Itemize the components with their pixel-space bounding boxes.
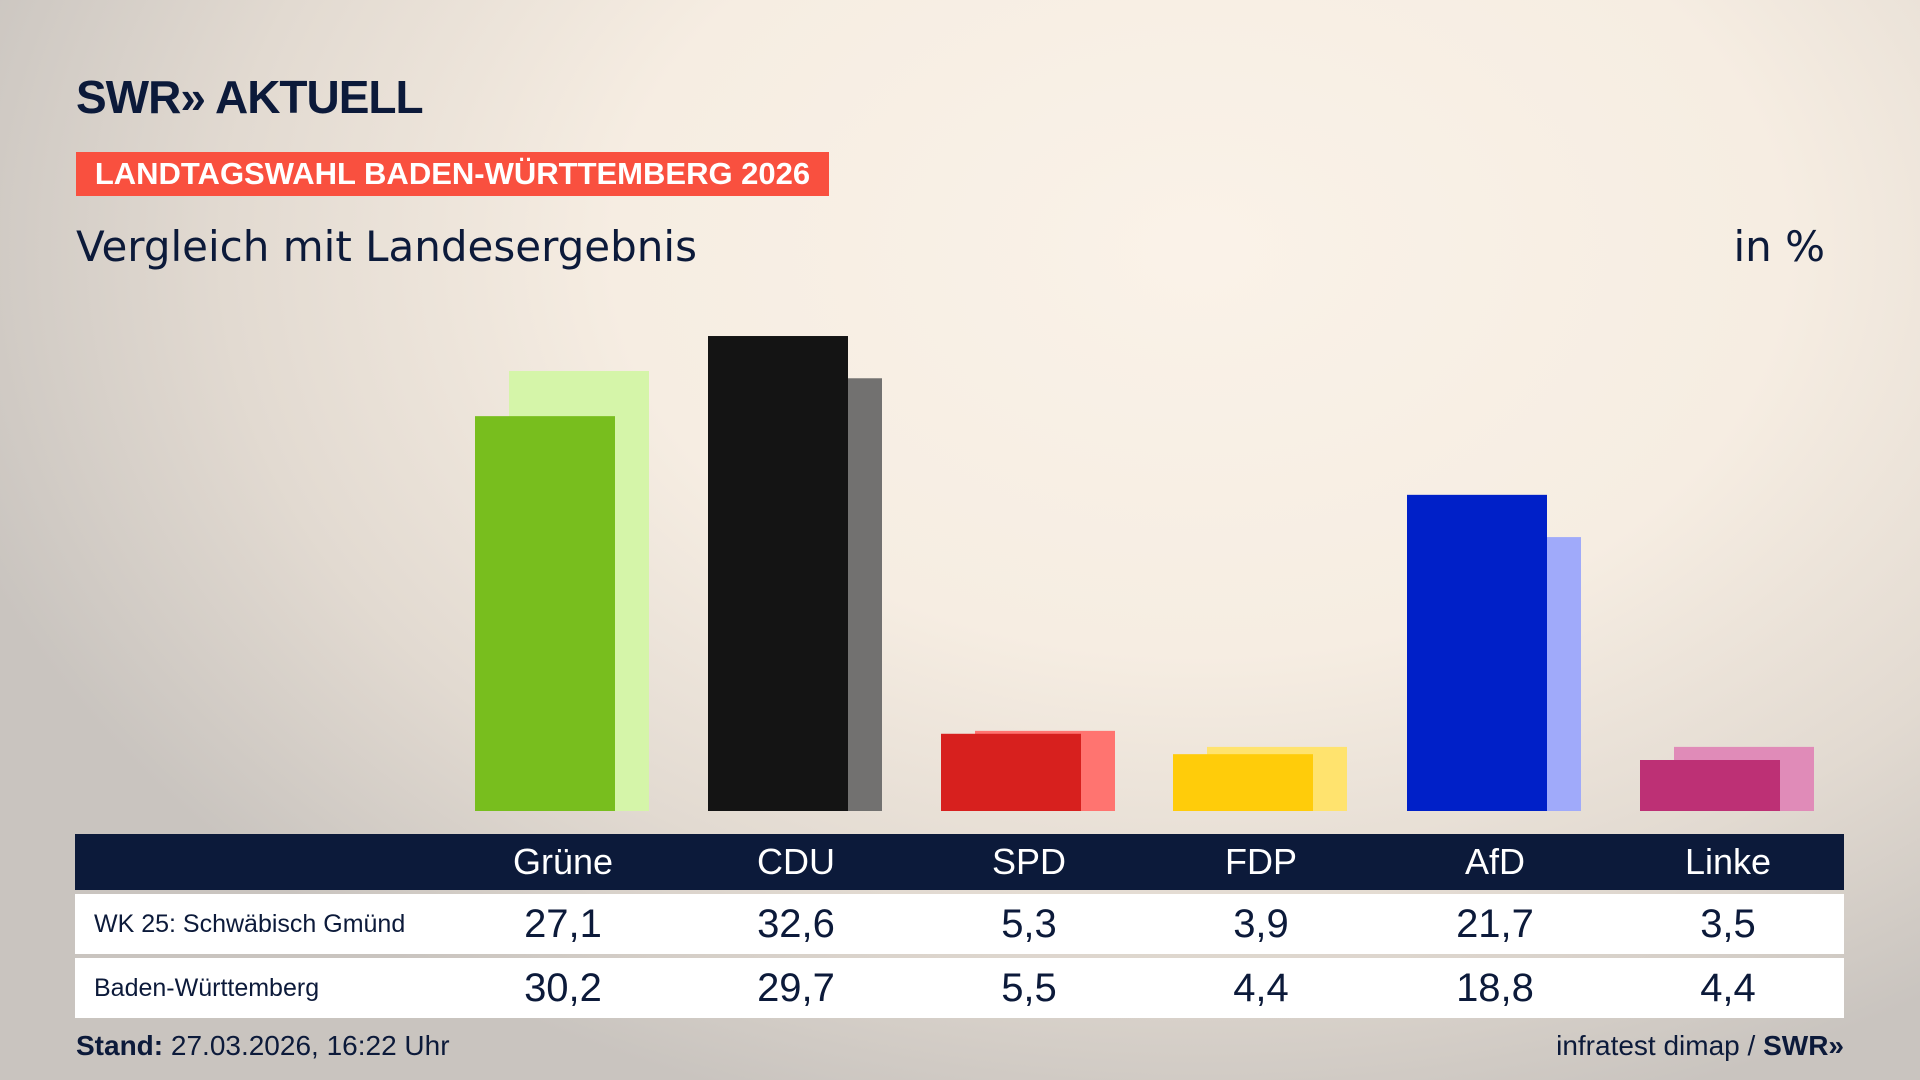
value-cell: 5,5 bbox=[1001, 966, 1057, 1010]
election-banner: LANDTAGSWAHL BADEN-WÜRTTEMBERG 2026 bbox=[76, 152, 829, 196]
source-text: infratest dimap / bbox=[1556, 1030, 1764, 1061]
unit-label: in % bbox=[1733, 222, 1825, 271]
column-header: SPD bbox=[991, 841, 1067, 882]
table-row: WK 25: Schwäbisch Gmünd 27,1 32,6 5,3 3,9 21… bbox=[75, 894, 1844, 954]
value-cell: 30,2 bbox=[524, 966, 602, 1010]
chart-subtitle: Vergleich mit Landesergebnis bbox=[76, 222, 697, 271]
column-header: CDU bbox=[757, 841, 835, 882]
column-header: Grüne bbox=[512, 841, 614, 882]
value-cell: 29,7 bbox=[757, 966, 835, 1010]
column-header: FDP bbox=[1225, 841, 1297, 882]
column-header: AfD bbox=[1464, 841, 1525, 882]
bar-district-2 bbox=[941, 733, 1081, 811]
bar-district-1 bbox=[708, 336, 848, 811]
table-header: Grüne CDU SPD FDP AfD Linke bbox=[75, 834, 1844, 890]
value-cell: 5,3 bbox=[1001, 902, 1057, 946]
row-label: Baden-Württemberg bbox=[94, 974, 320, 1002]
bar-district-4 bbox=[1407, 494, 1547, 811]
results-table: Grüne CDU SPD FDP AfD Linke WK 25: Schwäbisch… bbox=[75, 834, 1844, 1018]
swr-aktuell-logo: SWR» AKTUELL bbox=[76, 71, 424, 123]
value-cell: 18,8 bbox=[1456, 966, 1534, 1010]
value-cell: 4,4 bbox=[1233, 966, 1289, 1010]
value-cell: 3,5 bbox=[1700, 902, 1756, 946]
value-cell: 27,1 bbox=[524, 902, 602, 946]
source: infratest dimap / SWR» bbox=[1556, 1030, 1844, 1062]
bar-chart bbox=[475, 336, 1814, 811]
value-cell: 32,6 bbox=[757, 902, 835, 946]
bar-district-3 bbox=[1173, 754, 1313, 811]
row-label: WK 25: Schwäbisch Gmünd bbox=[94, 910, 406, 938]
bar-district-5 bbox=[1640, 760, 1780, 811]
bar-district-0 bbox=[475, 416, 615, 811]
timestamp: Stand: 27.03.2026, 16:22 Uhr bbox=[76, 1030, 450, 1062]
value-cell: 4,4 bbox=[1700, 966, 1756, 1010]
column-header: Linke bbox=[1684, 841, 1772, 882]
stand-value: 27.03.2026, 16:22 Uhr bbox=[163, 1030, 450, 1061]
value-cell: 3,9 bbox=[1233, 902, 1289, 946]
table-row: Baden-Württemberg 30,2 29,7 5,5 4,4 18,8 4,4 bbox=[75, 958, 1844, 1018]
swr-logo: SWR» bbox=[1763, 1030, 1844, 1061]
value-cell: 21,7 bbox=[1456, 902, 1534, 946]
stand-label: Stand: bbox=[76, 1030, 164, 1061]
